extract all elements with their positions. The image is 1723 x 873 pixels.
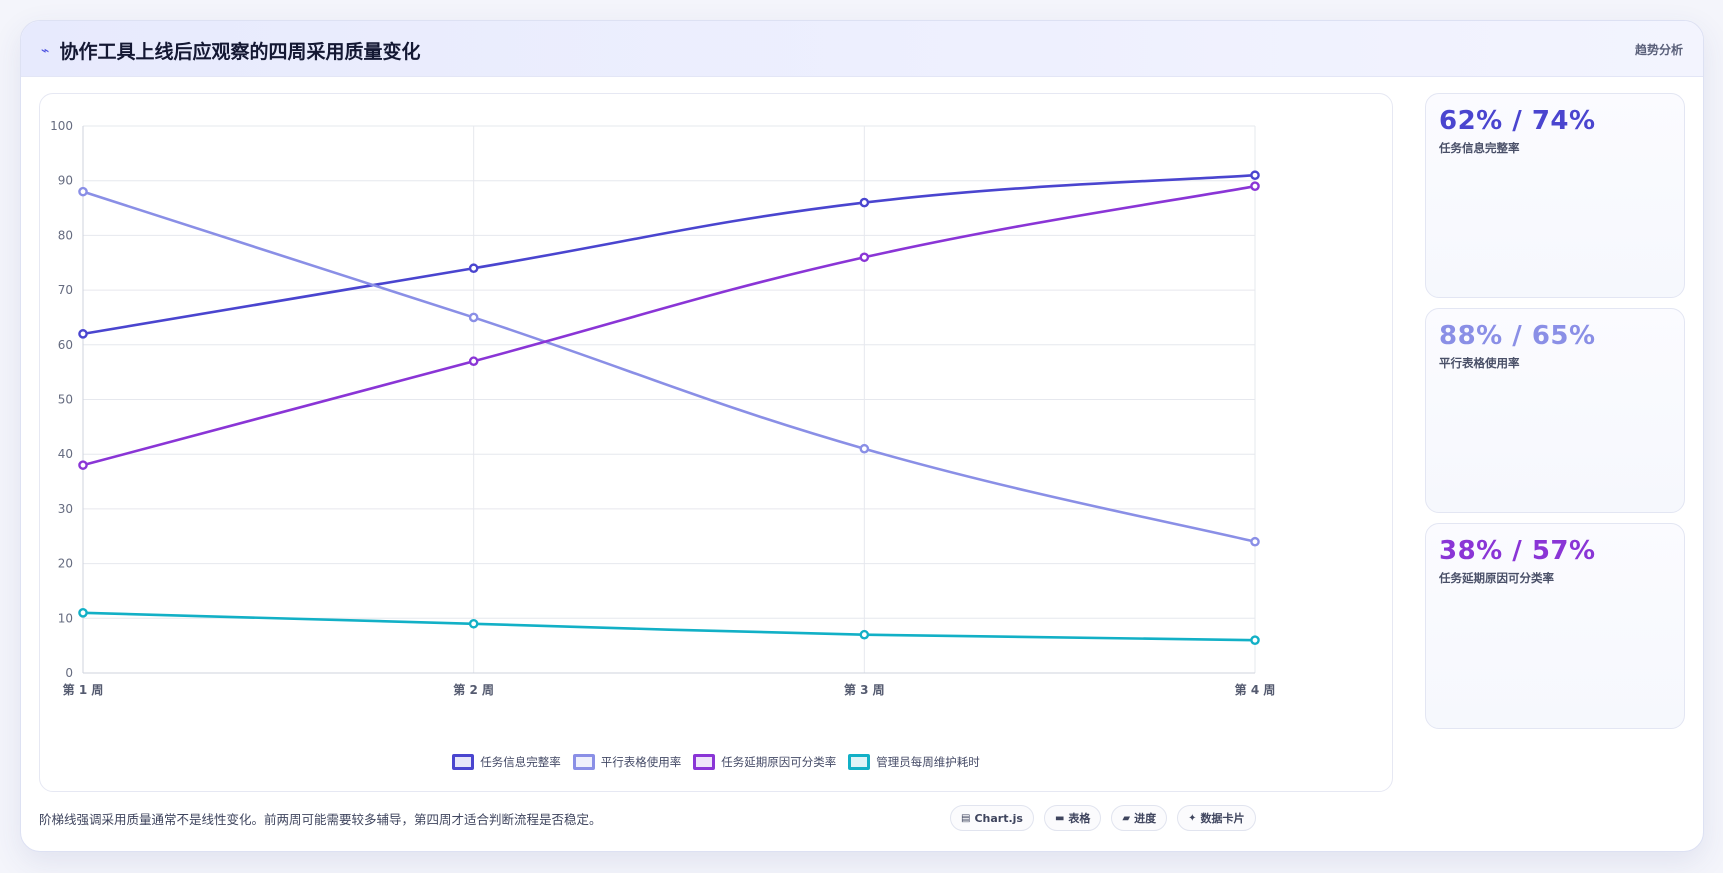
y-tick-label: 80 [58,228,73,242]
data-point [1250,181,1260,191]
stat-value: 88% / 65% [1439,321,1596,351]
x-tick-label: 第 1 周 [63,682,104,697]
data-point [468,356,479,367]
chip-label: 表格 [1068,812,1091,825]
chip-bar: ▤ Chart.js ▬ 表格 ▰ 进度 ✦ 数据卡片 [950,805,1256,831]
legend-label: 任务延期原因可分类率 [721,755,837,769]
stat-card-parallel-sheet: 88% / 65% 平行表格使用率 [1425,308,1685,513]
chart-icon: ▤ [961,812,971,824]
data-point [859,629,870,640]
legend-label: 管理员每周维护耗时 [876,755,980,769]
y-tick-label: 30 [58,502,73,516]
card-header: ⌁ 协作工具上线后应观察的四周采用质量变化 趋势分析 [21,21,1703,77]
legend-swatch [848,754,871,770]
chip-table[interactable]: ▬ 表格 [1043,805,1102,831]
data-point [468,263,479,274]
stat-label: 平行表格使用率 [1439,356,1520,370]
sparkle-icon: ✦ [1188,812,1197,824]
y-tick-label: 0 [65,666,73,680]
series-line-0 [81,173,1257,336]
data-point [78,608,88,618]
data-point [78,329,88,339]
chip-chartjs[interactable]: ▤ Chart.js [950,805,1034,831]
y-tick-label: 100 [50,119,73,133]
chart-legend: 任务信息完整率 平行表格使用率 任务延期原因可分类率 管理员每周维护耗时 [40,754,1392,770]
chip-label: Chart.js [974,811,1023,825]
trend-arrow-icon: ⌁ [41,42,50,59]
stat-value: 38% / 57% [1439,536,1596,566]
stat-label: 任务信息完整率 [1439,141,1520,155]
stat-value: 62% / 74% [1439,106,1596,136]
data-point [859,443,870,454]
y-tick-label: 90 [58,174,73,188]
chip-label: 进度 [1134,812,1157,825]
y-tick-label: 20 [58,557,73,571]
line-chart: 0 10 20 30 40 50 60 70 80 90 100 第 1 周 第 2 周 第 3 周 第 4… [50,119,1276,697]
data-point [1250,170,1260,181]
dashboard-card: ⌁ 协作工具上线后应观察的四周采用质量变化 趋势分析 0 10 20 30 40 50 60… [20,20,1704,852]
legend-item[interactable]: 任务延期原因可分类率 [693,754,836,770]
legend-swatch [452,754,475,770]
data-point [468,618,479,629]
data-point [468,312,479,323]
legend-label: 平行表格使用率 [600,755,682,769]
stat-label: 任务延期原因可分类率 [1439,571,1554,585]
trend-analysis-label: 趋势分析 [1634,43,1683,57]
legend-item[interactable]: 管理员每周维护耗时 [848,754,980,770]
chip-data-card[interactable]: ✦ 数据卡片 [1177,805,1256,831]
data-point [1250,536,1260,547]
legend-item[interactable]: 平行表格使用率 [572,754,682,770]
y-tick-label: 40 [58,447,73,461]
legend-label: 任务信息完整率 [480,755,561,769]
legend-item[interactable]: 任务信息完整率 [452,754,561,770]
footer-note: 阶梯线强调采用质量通常不是线性变化。前两周可能需要较多辅导，第四周才适合判断流程… [39,812,602,827]
y-tick-label: 70 [58,283,73,297]
x-tick-label: 第 2 周 [453,682,494,697]
page-title: 协作工具上线后应观察的四周采用质量变化 [59,41,421,63]
data-point [1250,635,1260,645]
chip-progress[interactable]: ▰ 进度 [1111,805,1168,831]
data-point [859,197,870,208]
progress-icon: ▰ [1122,812,1131,824]
legend-swatch [572,754,595,770]
y-tick-label: 60 [58,338,73,352]
legend-swatch [693,754,716,770]
stat-card-completeness: 62% / 74% 任务信息完整率 [1425,93,1685,298]
chip-label: 数据卡片 [1200,812,1245,825]
x-tick-label: 第 4 周 [1235,682,1276,697]
stat-card-delay-reason: 38% / 57% 任务延期原因可分类率 [1425,523,1685,729]
table-icon: ▬ [1054,812,1065,824]
x-tick-label: 第 3 周 [844,682,885,697]
series-line-3 [81,611,1257,642]
chart-panel: 0 10 20 30 40 50 60 70 80 90 100 第 1 周 第 2 周 第 3 周 第 4… [39,93,1393,792]
y-tick-label: 50 [58,393,73,407]
series-line-2 [81,184,1257,467]
series-line-1 [81,190,1257,544]
data-point [78,186,88,197]
y-tick-label: 10 [58,611,73,625]
data-point [859,252,870,263]
data-point [78,460,88,470]
